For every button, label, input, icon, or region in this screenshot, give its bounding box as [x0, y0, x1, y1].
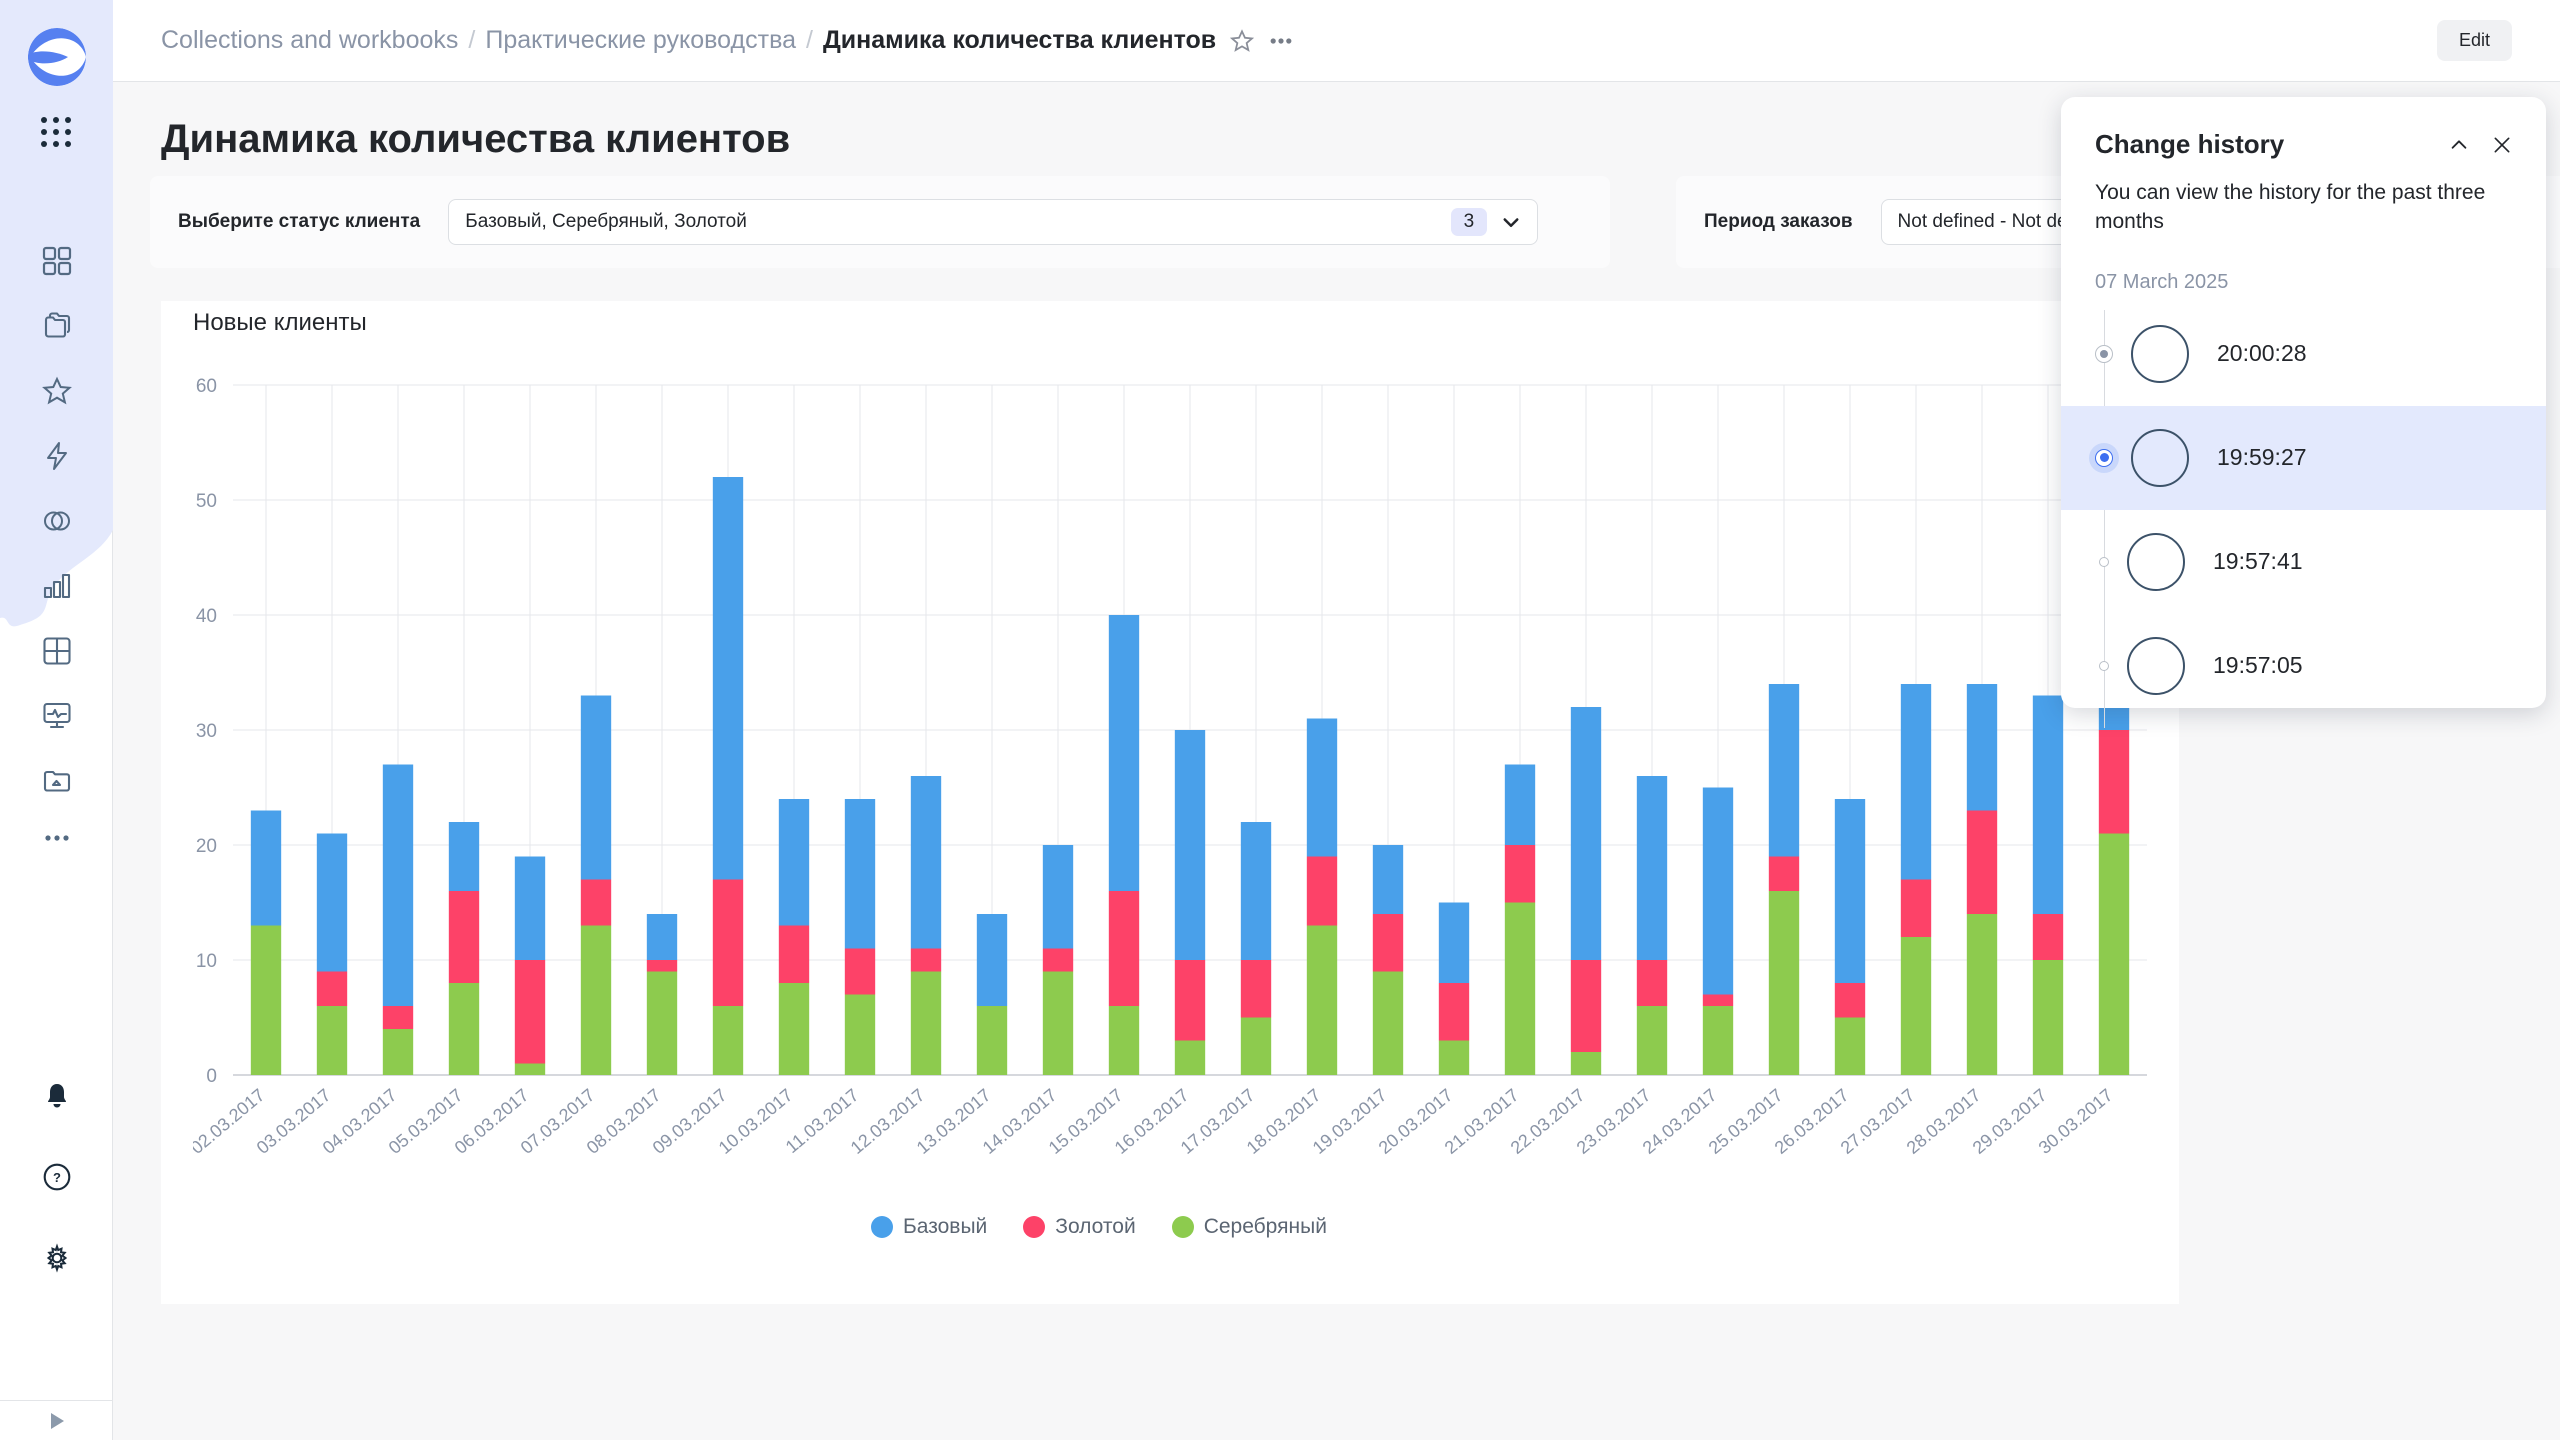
- svg-text:0: 0: [206, 1066, 217, 1087]
- svg-text:60: 60: [196, 376, 217, 397]
- svg-text:30: 30: [196, 721, 217, 742]
- svg-text:?: ?: [53, 1170, 61, 1185]
- svg-text:50: 50: [196, 491, 217, 512]
- svg-text:10.03.2017: 10.03.2017: [715, 1085, 797, 1158]
- svg-text:30.03.2017: 30.03.2017: [2035, 1085, 2117, 1158]
- svg-text:10: 10: [196, 951, 217, 972]
- svg-text:20: 20: [196, 836, 217, 857]
- svg-text:40: 40: [196, 606, 217, 627]
